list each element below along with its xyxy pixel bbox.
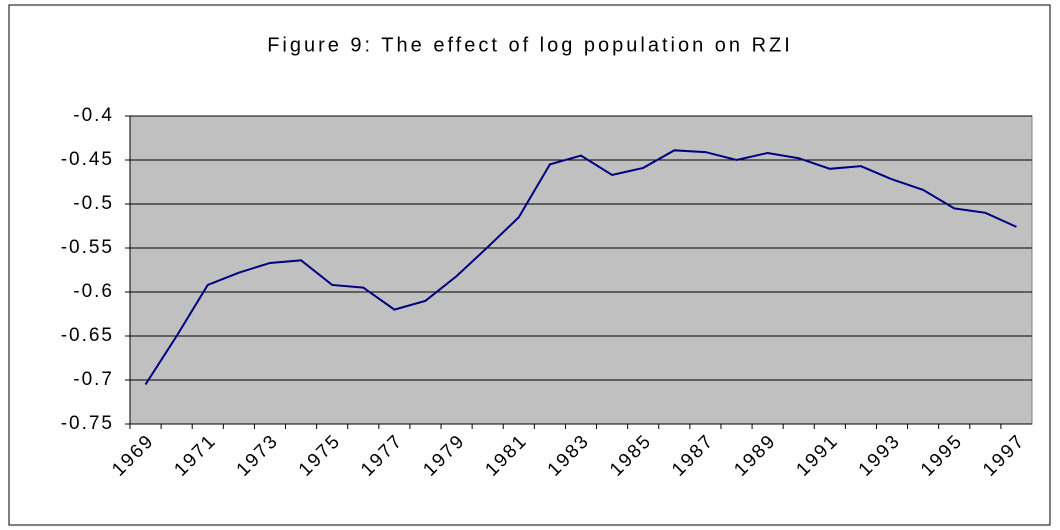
plot-area	[129, 115, 1033, 425]
data-line	[144, 149, 1017, 385]
y-tick-label: -0.75	[61, 413, 114, 434]
y-tick-label: -0.5	[73, 193, 114, 214]
y-tick-label: -0.55	[61, 237, 114, 258]
y-tick-label: -0.7	[73, 369, 114, 390]
y-tick-label: -0.6	[73, 281, 114, 302]
chart-title: Figure 9: The effect of log population o…	[267, 34, 793, 56]
y-tick-label: -0.4	[73, 105, 114, 126]
y-tick-label: -0.65	[61, 325, 114, 346]
y-tick-label: -0.45	[61, 149, 114, 170]
